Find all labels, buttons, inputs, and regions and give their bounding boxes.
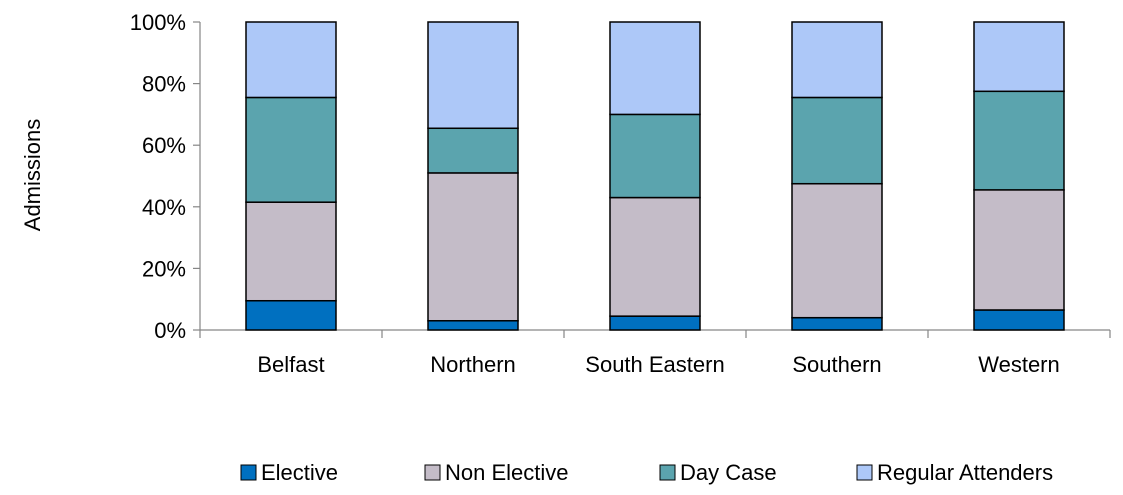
- x-tick-label: Western: [978, 352, 1060, 377]
- legend-label: Regular Attenders: [877, 460, 1053, 485]
- bar-segment: [427, 320, 519, 331]
- bar-stack: [609, 21, 701, 331]
- bar-segment: [245, 96, 337, 203]
- bar-segment: [973, 189, 1065, 311]
- y-tick-label: 80%: [142, 72, 186, 97]
- bar-segment: [245, 21, 337, 99]
- bar-segment: [791, 182, 883, 319]
- legend: Elective Non Elective Day Case Regular Atte…: [240, 460, 1053, 485]
- legend-swatch: [856, 464, 873, 481]
- y-axis: 0% 20% 40% 60% 80% 100%: [130, 10, 201, 343]
- bar-segment: [791, 316, 883, 331]
- legend-swatch: [424, 464, 441, 481]
- legend-swatch: [240, 464, 257, 481]
- bar-area: [245, 21, 1065, 331]
- bar-segment: [973, 90, 1065, 191]
- bar-segment: [791, 96, 883, 185]
- bar-segment: [973, 309, 1065, 331]
- bar-segment: [427, 172, 519, 322]
- bar-segment: [609, 21, 701, 116]
- bar-stack: [427, 21, 519, 331]
- bar-segment: [609, 113, 701, 199]
- x-axis: Belfast Northern South Eastern Southern West…: [199, 329, 1111, 377]
- legend-label: Day Case: [680, 460, 777, 485]
- bar-stack: [245, 21, 337, 331]
- y-axis-title: Admissions: [20, 119, 45, 231]
- y-tick-label: 40%: [142, 195, 186, 220]
- bar-segment: [245, 201, 337, 302]
- bar-segment: [609, 196, 701, 317]
- legend-label: Elective: [261, 460, 338, 485]
- y-tick-label: 100%: [130, 10, 186, 35]
- x-tick-label: Northern: [430, 352, 516, 377]
- bar-segment: [427, 21, 519, 130]
- legend-swatch: [659, 464, 676, 481]
- legend-label: Non Elective: [445, 460, 569, 485]
- y-tick-label: 0%: [154, 318, 186, 343]
- bar-segment: [791, 21, 883, 99]
- x-tick-label: Southern: [792, 352, 881, 377]
- y-tick-label: 20%: [142, 256, 186, 281]
- y-tick-label: 60%: [142, 133, 186, 158]
- x-tick-label: South Eastern: [585, 352, 724, 377]
- bar-segment: [973, 21, 1065, 93]
- x-tick-label: Belfast: [257, 352, 324, 377]
- bar-stack: [791, 21, 883, 331]
- bar-stack: [973, 21, 1065, 331]
- bar-segment: [245, 299, 337, 331]
- bar-segment: [427, 127, 519, 174]
- bar-segment: [609, 315, 701, 331]
